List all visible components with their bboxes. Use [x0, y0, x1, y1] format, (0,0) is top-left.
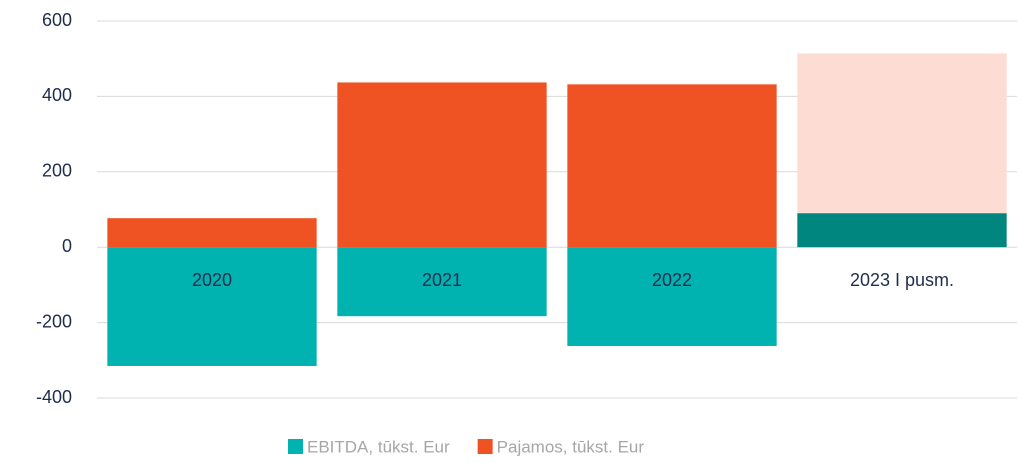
x-tick-label: 2022: [652, 270, 692, 290]
bar: [107, 218, 317, 248]
bar: [567, 247, 777, 346]
bar: [337, 247, 547, 317]
legend-swatch: [288, 439, 303, 454]
y-tick-label: 400: [42, 85, 72, 105]
y-tick-label: -200: [36, 311, 72, 331]
x-tick-label: 2020: [192, 270, 232, 290]
legend-label: EBITDA, tūkst. Eur: [307, 437, 450, 456]
bar: [107, 247, 317, 366]
legend-label: Pajamos, tūkst. Eur: [497, 437, 645, 456]
bar: [567, 84, 777, 248]
bar: [337, 82, 547, 248]
y-tick-label: 600: [42, 10, 72, 30]
x-tick-label: 2023 I pusm.: [850, 270, 954, 290]
y-tick-label: 0: [62, 236, 72, 256]
x-tick-label: 2021: [422, 270, 462, 290]
y-tick-label: 200: [42, 161, 72, 181]
bar: [797, 213, 1007, 248]
legend-swatch: [477, 439, 493, 454]
y-tick-label: -400: [36, 387, 72, 407]
